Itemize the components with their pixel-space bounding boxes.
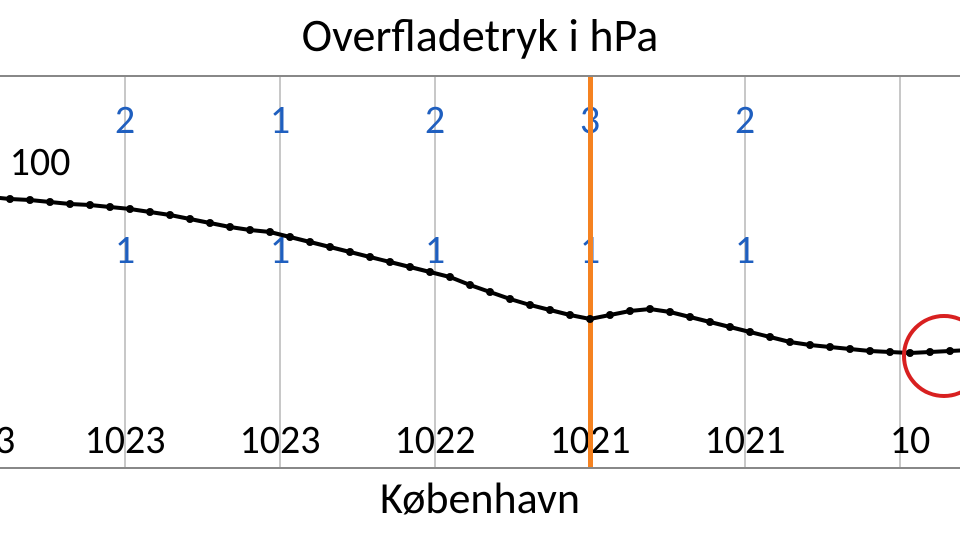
series-marker: [186, 215, 194, 223]
series-marker: [606, 311, 614, 319]
series-marker: [526, 301, 534, 309]
series-marker: [366, 253, 374, 261]
series-marker: [666, 308, 674, 316]
series-marker: [346, 248, 354, 256]
series-marker: [326, 243, 334, 251]
series-marker: [66, 200, 74, 208]
series-marker: [126, 205, 134, 213]
series-marker: [646, 305, 654, 313]
series-marker: [886, 348, 894, 356]
series-marker: [426, 268, 434, 276]
series-marker: [846, 345, 854, 353]
series-marker: [266, 228, 274, 236]
series-marker: [806, 341, 814, 349]
series-marker: [546, 306, 554, 314]
series-marker: [826, 343, 834, 351]
series-marker: [446, 273, 454, 281]
series-marker: [706, 318, 714, 326]
series-marker: [306, 238, 314, 246]
series-marker: [746, 328, 754, 336]
series-marker: [26, 196, 34, 204]
series-marker: [406, 263, 414, 271]
series-marker: [226, 223, 234, 231]
series-marker: [766, 333, 774, 341]
series-marker: [206, 219, 214, 227]
series-marker: [166, 211, 174, 219]
series-marker: [506, 295, 514, 303]
series-marker: [866, 347, 874, 355]
series-marker: [6, 195, 14, 203]
series-marker: [586, 315, 594, 323]
series-marker: [566, 311, 574, 319]
plot-area: 2123210011111231023102310221021102110: [0, 75, 960, 469]
series-marker: [286, 233, 294, 241]
series-marker: [146, 208, 154, 216]
chart-subtitle: København: [0, 471, 960, 525]
series-marker: [386, 258, 394, 266]
series-line: [0, 197, 960, 353]
series-marker: [246, 226, 254, 234]
series-marker: [626, 307, 634, 315]
chart-title: Overfladetryk i hPa: [0, 8, 960, 64]
series-marker: [486, 288, 494, 296]
series-marker: [786, 338, 794, 346]
series-marker: [726, 323, 734, 331]
series-marker: [686, 313, 694, 321]
series-marker: [106, 203, 114, 211]
data-series: [0, 77, 960, 467]
series-marker: [86, 201, 94, 209]
series-marker: [466, 281, 474, 289]
series-marker: [46, 198, 54, 206]
